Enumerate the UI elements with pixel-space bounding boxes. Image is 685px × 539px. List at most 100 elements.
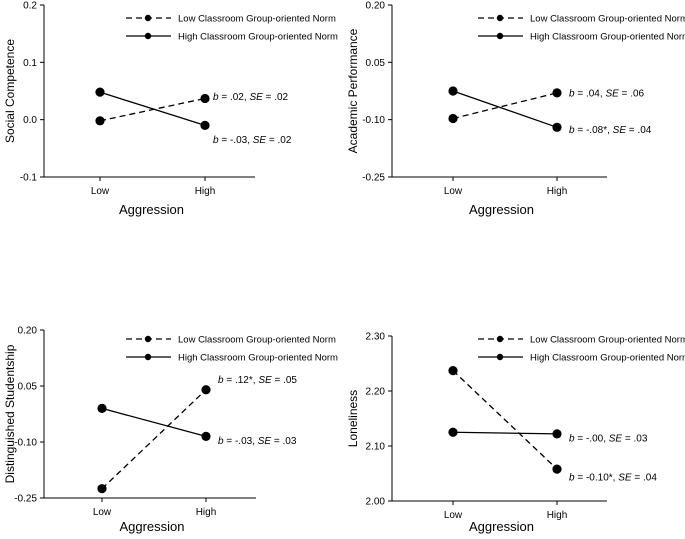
data-point [552,464,562,474]
annotation-italic: b [569,88,575,99]
series-line [452,90,558,128]
annotation-italic: SE [249,92,263,103]
annotation-text: = [219,135,230,146]
data-point [552,88,562,98]
y-tick-label: 0.20 [366,1,386,12]
legend-item: Low Classroom Group-oriented Norm [126,14,336,25]
legend-item: High Classroom Group-oriented Norm [478,32,685,43]
data-point [448,113,458,124]
annotation-text: = [575,473,586,484]
legend-item: High Classroom Group-oriented Norm [478,353,685,364]
annotation-italic: b [569,473,575,484]
annotation-text: .03 [283,436,297,447]
x-tick-label: High [195,186,216,197]
legend-label: Low Classroom Group-oriented Norm [178,335,336,346]
y-tick-label: 2.00 [366,497,386,508]
y-tick-label: 0.05 [366,58,386,69]
y-tick-label: 0.20 [18,326,38,337]
annotation-text: , [603,433,609,444]
slope-annotation: b = -.03, SE = .02 [213,135,292,146]
x-axis-label: Aggression [119,519,184,534]
legend-marker [496,14,504,22]
data-point [97,484,107,494]
data-point [200,93,210,104]
y-tick-label: -0.10 [14,438,37,449]
y-tick-label: 2.20 [366,387,386,398]
x-axis-label: Aggression [119,202,184,217]
legend-marker [496,335,504,343]
annotation-text: , [253,375,259,386]
data-point [201,385,211,395]
slope-annotation: b = .02, SE = .02 [213,92,289,103]
data-point [552,429,562,439]
annotation-text: .02 [230,92,244,103]
legend-label: High Classroom Group-oriented Norm [530,32,685,43]
annotation-italic: b [218,436,224,447]
annotation-text: .02 [278,135,292,146]
y-tick-label: -0.10 [362,115,385,126]
legend-marker [496,353,504,361]
legend-label: High Classroom Group-oriented Norm [178,353,338,364]
annotation-text: , [600,88,606,99]
annotation-text: = [619,88,630,99]
annotation-text: = [626,125,637,136]
legend-marker [144,335,152,343]
annotation-text: = [219,92,230,103]
annotation-text: , [244,92,250,103]
data-point [201,431,211,441]
y-tick-label: 0.05 [18,382,38,393]
legend-marker [144,353,152,361]
annotation-text: * [249,375,253,386]
x-axis-label: Aggression [469,202,534,217]
y-axis-label: Academic Performance [346,28,360,153]
annotation-text: = [224,375,235,386]
y-tick-label: 0.1 [23,58,37,69]
slope-annotation: b = -.00, SE = .03 [569,433,648,444]
y-tick-label: -0.25 [362,173,385,184]
legend-label: Low Classroom Group-oriented Norm [530,335,685,346]
y-tick-label: 0.2 [23,1,37,12]
annotation-text: .02 [274,92,288,103]
series-line [101,389,207,490]
annotation-text: .04 [586,88,600,99]
y-axis-label: Distinguished Studentship [3,344,17,483]
annotation-text: .04 [637,125,651,136]
annotation-italic: b [213,135,219,146]
chart-panel: -0.25 -0.10 0.05 0.20 Low High Aggression Disti… [3,326,338,535]
data-point [95,116,105,126]
annotation-italic: SE [258,375,272,386]
annotation-text: = [575,433,586,444]
data-point [448,427,458,437]
annotation-text: = [266,135,277,146]
annotation-text: = [632,473,643,484]
annotation-text: = [622,433,633,444]
annotation-italic: SE [609,433,623,444]
annotation-text: -0.10 [586,473,609,484]
x-tick-label: Low [91,186,110,197]
annotation-italic: SE [605,88,619,99]
chart-panel: -0.25 -0.10 0.05 0.20 Low High Aggression Acade… [346,1,685,218]
legend-marker [144,14,152,22]
chart-panel: 2.00 2.10 2.20 2.30 Low High Aggression Lonelin… [346,332,685,535]
annotation-text: = [575,125,586,136]
annotation-text: -.00 [586,433,604,444]
annotation-text: , [613,473,619,484]
x-tick-label: High [547,510,568,521]
legend-item: Low Classroom Group-oriented Norm [126,335,336,346]
legend-marker [496,32,504,40]
annotation-text: = [263,92,274,103]
slope-annotation: b = -.08*, SE = .04 [569,125,652,136]
series-line [99,97,206,122]
annotation-italic: b [569,125,575,136]
legend-label: Low Classroom Group-oriented Norm [178,14,336,25]
annotation-italic: SE [253,135,267,146]
y-axis-label: Social Competence [3,39,17,143]
annotation-italic: b [569,433,575,444]
x-tick-label: Low [444,186,463,197]
annotation-text: -.03 [235,436,253,447]
legend-item: Low Classroom Group-oriented Norm [478,335,685,346]
annotation-text: , [252,436,258,447]
y-tick-label: 2.10 [366,442,386,453]
legend-item: High Classroom Group-oriented Norm [126,32,338,43]
slope-annotation: b = -0.10*, SE = .04 [569,473,657,484]
